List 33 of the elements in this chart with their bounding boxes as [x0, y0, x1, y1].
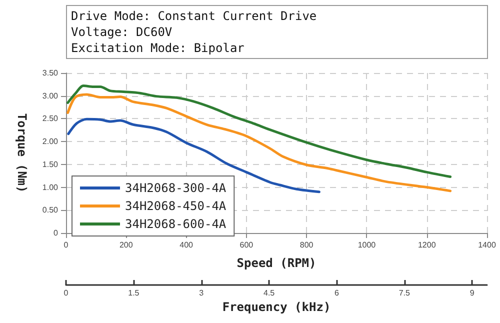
y-tick-label: 3.50 [42, 68, 59, 78]
x2-tick-label: 0 [64, 288, 69, 298]
y-tick-label: 2.00 [42, 137, 59, 146]
y-axis-title: Torque (Nm) [15, 113, 29, 193]
x-tick-label: 600 [240, 240, 254, 250]
x2-tick-label: 4.5 [263, 288, 276, 298]
x-tick-label: 0 [64, 240, 69, 250]
x2-tick-label: 1.5 [128, 288, 140, 298]
x-tick-label: 1400 [478, 240, 496, 250]
line-series [67, 118, 320, 194]
x-tick-label: 800 [300, 240, 314, 250]
x-tick-label: 200 [119, 240, 134, 250]
x-tick-label: 1000 [358, 240, 376, 250]
y-tick-label: 1.00 [42, 182, 59, 192]
chart-title: Drive Mode: Constant Current Drive Voltage: DC60V Excitation Mode: Bipolar [66, 5, 488, 59]
x2-tick-label: 3 [199, 288, 204, 298]
legend-label: 34H2068-450-4A [125, 199, 227, 213]
legend-label: 34H2068-600-4A [125, 217, 227, 231]
x-axis-title: Speed (RPM) [236, 256, 316, 270]
x2-tick-label: 9 [470, 288, 475, 298]
y-tick-label: 2.50 [42, 114, 59, 124]
y-tick-label: 1.50 [42, 160, 59, 169]
y-tick-label: 3.00 [42, 91, 59, 100]
y-tick-label: 0.50 [42, 206, 59, 215]
x2-tick-label: 6 [334, 288, 340, 298]
x2-tick-label: 7.5 [398, 288, 411, 298]
line-series [66, 93, 452, 192]
x-tick-label: 400 [180, 240, 194, 250]
x2-axis-title: Frequency (kHz) [222, 300, 331, 314]
x-tick-label: 1200 [418, 240, 436, 250]
legend-label: 34H2068-300-4A [125, 181, 227, 195]
y-tick-label: 0 [54, 228, 59, 238]
line-series [66, 84, 452, 178]
